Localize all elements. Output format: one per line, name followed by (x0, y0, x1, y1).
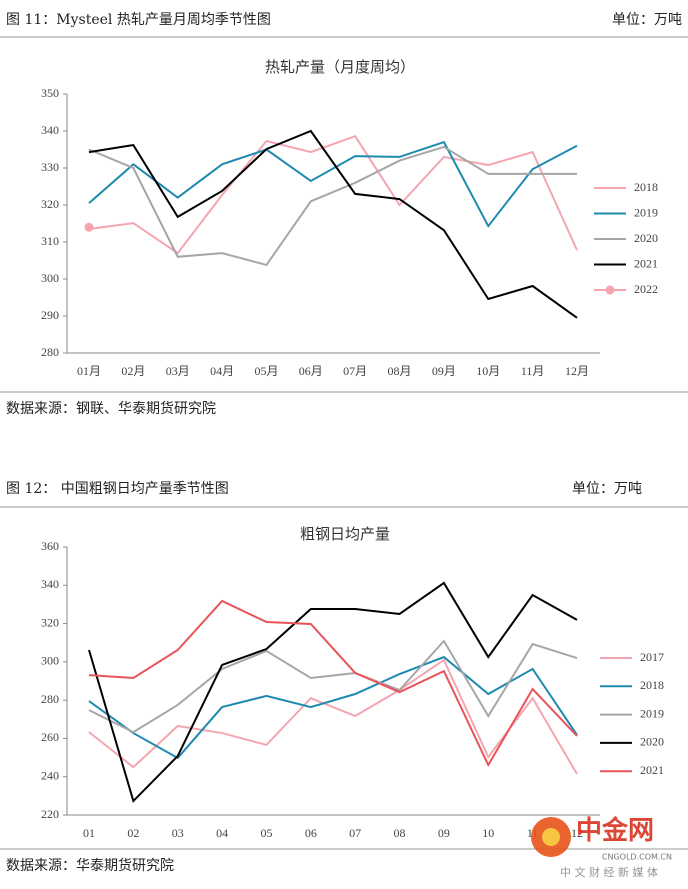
x-tick-label: 07月 (343, 364, 367, 378)
x-tick-label: 02月 (121, 364, 145, 378)
legend-label: 2018 (640, 678, 664, 692)
y-tick-label: 320 (41, 615, 59, 629)
chart-title: 粗钢日均产量 (300, 525, 390, 543)
legend-label: 2021 (640, 763, 664, 777)
watermark-name: 中金网 (576, 815, 654, 846)
x-tick-label: 08 (394, 826, 406, 840)
y-tick-label: 340 (41, 577, 59, 591)
x-tick-label: 08月 (388, 364, 412, 378)
y-tick-label: 330 (41, 160, 59, 174)
x-tick-label: 05月 (254, 364, 278, 378)
x-tick-label: 04 (216, 826, 228, 840)
y-tick-label: 320 (41, 197, 59, 211)
charts: 280 290 300 310 320 330 340 350 01月 02月 03月 04月 05月 0… (41, 86, 664, 840)
x-tick-label: 11月 (521, 364, 545, 378)
x-tick-label: 04月 (210, 364, 234, 378)
x-tick-label: 01 (83, 826, 95, 840)
caption: 图 11：Mysteel 热轧产量月周均季节性图 (6, 12, 271, 28)
legend-label: 2020 (640, 735, 664, 749)
x-tick-label: 02 (127, 826, 139, 840)
x-tick-label: 10 (482, 826, 494, 840)
y-tick-label: 340 (41, 123, 59, 137)
series-line (88, 140, 578, 228)
series-line (88, 129, 578, 319)
watermark-url: CNGOLD.COM.CN (602, 853, 672, 862)
x-tick-label: 06 (305, 826, 317, 840)
series-line (88, 639, 578, 734)
legend-label: 2020 (634, 231, 658, 245)
series-line (88, 655, 578, 760)
caption: 图 12： 中国粗钢日均产量季节性图 (6, 481, 229, 497)
x-tick-label: 01月 (77, 364, 101, 378)
watermark-tagline: 中 文 财 经 新 媒 体 (560, 865, 658, 879)
unit: 单位：万吨 (572, 481, 642, 497)
x-tick-label: 06月 (299, 364, 323, 378)
x-tick-label: 09 (438, 826, 450, 840)
point (84, 222, 94, 232)
unit: 单位：万吨 (612, 12, 682, 28)
x-tick-label: 12 (571, 826, 583, 840)
logo (542, 828, 560, 846)
x-tick-label: 03 (172, 826, 184, 840)
x-tick-label: 10月 (476, 364, 500, 378)
x-tick-label: 07 (349, 826, 361, 840)
y-tick-label: 300 (41, 271, 59, 285)
legend-label: 2019 (640, 706, 664, 720)
x-tick-label: 12月 (565, 364, 589, 378)
series-line (88, 581, 578, 803)
legend-label: 2018 (634, 180, 658, 194)
y-tick-label: 240 (41, 768, 59, 782)
legend-label: 2017 (640, 650, 664, 664)
y-tick-label: 280 (41, 345, 59, 359)
legend-label: 2022 (634, 282, 658, 296)
y-tick-label: 300 (41, 654, 59, 668)
legend-marker (605, 285, 615, 295)
legend-label: 2019 (634, 205, 658, 219)
watermark: 中金网 CNGOLD.COM.CN 中 文 财 经 新 媒 体 (531, 815, 672, 879)
y-tick-label: 280 (41, 692, 59, 706)
x-tick-label: 09月 (432, 364, 456, 378)
series-line (88, 658, 578, 775)
chart-title: 热轧产量（月度周均） (265, 58, 415, 76)
y-tick-label: 350 (41, 86, 59, 100)
y-tick-label: 220 (41, 807, 59, 821)
source: 数据来源：华泰期货研究院 (6, 857, 174, 874)
y-tick-label: 360 (41, 539, 59, 553)
y-tick-label: 260 (41, 730, 59, 744)
series-line (88, 145, 577, 267)
x-tick-label: 05 (260, 826, 272, 840)
series-line (88, 599, 578, 768)
y-tick-label: 290 (41, 308, 59, 322)
x-tick-label: 03月 (166, 364, 190, 378)
y-tick-label: 310 (41, 234, 59, 248)
series-line (88, 134, 578, 255)
legend-label: 2021 (634, 256, 658, 270)
source: 数据来源：钢联、华泰期货研究院 (6, 400, 216, 417)
